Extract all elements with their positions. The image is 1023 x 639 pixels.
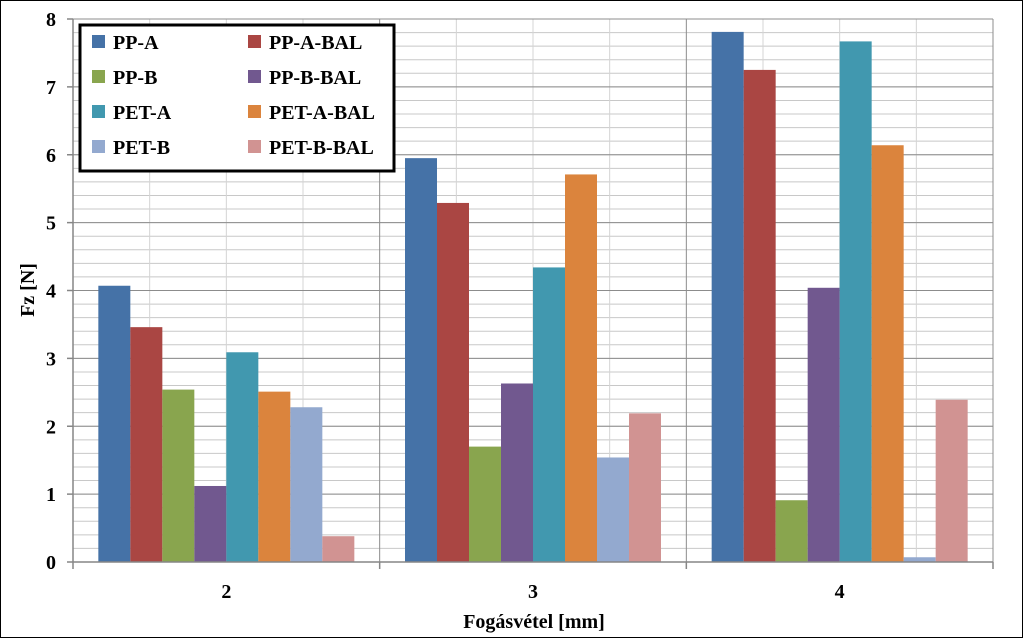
y-tick-label: 4 (46, 281, 56, 303)
legend: PP-A PP-A-BAL PP-B PP-B-BAL PET-A PET-A-BAL PE… (78, 23, 396, 173)
legend-label: PP-B-BAL (269, 67, 361, 89)
x-tick-label: 2 (221, 581, 231, 603)
bar-pp-b-bal-2 (194, 485, 227, 562)
bar-pp-b-2 (162, 389, 195, 562)
bar-pp-a-bal-3 (437, 202, 469, 562)
bar-pp-a-4 (711, 31, 744, 563)
legend-swatch (248, 105, 261, 118)
bar-pp-a-2 (98, 285, 131, 562)
bar-pet-a-bal-3 (565, 174, 597, 562)
bar-pet-a-bal-4 (871, 145, 904, 562)
bar-pet-b-3 (597, 457, 629, 562)
legend-box (78, 23, 396, 173)
bar-pet-a-bal-2 (258, 391, 291, 562)
y-tick-label: 7 (46, 77, 56, 99)
legend-label: PP-A-BAL (269, 32, 362, 54)
bar-pet-b-bal-2 (322, 536, 355, 562)
bar-pet-a-4 (839, 41, 872, 563)
bar-pp-b-4 (775, 500, 808, 562)
y-axis-title: Fz [N] (17, 263, 39, 317)
legend-swatch (92, 35, 105, 48)
y-tick-label: 5 (46, 213, 56, 235)
legend-label: PET-B-BAL (269, 137, 374, 159)
y-tick-label: 3 (46, 348, 56, 370)
legend-swatch (92, 140, 105, 153)
bar-pp-b-3 (469, 446, 501, 562)
bar-pet-b-bal-4 (935, 399, 968, 562)
legend-label: PET-A (113, 102, 172, 124)
bar-pet-a-3 (533, 267, 565, 562)
bar-pp-b-bal-4 (807, 287, 840, 562)
y-tick-label: 6 (46, 145, 56, 167)
y-tick-label: 0 (46, 552, 56, 574)
axes: 0 1 2 3 4 5 6 7 8 2 3 4 (46, 9, 994, 603)
legend-swatch (248, 140, 261, 153)
y-tick-label: 2 (46, 416, 56, 438)
legend-swatch (248, 35, 261, 48)
bar-pet-b-4 (903, 557, 936, 562)
bar-pet-a-2 (226, 352, 259, 562)
legend-label: PET-B (113, 137, 170, 159)
legend-label: PP-B (113, 67, 157, 89)
bar-pp-b-bal-3 (501, 383, 533, 562)
legend-label: PP-A (113, 32, 159, 54)
legend-label: PET-A-BAL (269, 102, 375, 124)
bars (98, 31, 968, 563)
bar-pp-a-3 (405, 158, 437, 563)
x-tick-label: 4 (835, 581, 845, 603)
legend-swatch (92, 70, 105, 83)
y-tick-label: 8 (46, 9, 56, 31)
bar-pp-a-bal-4 (743, 69, 776, 562)
legend-swatch (92, 105, 105, 118)
bar-pp-a-bal-2 (130, 327, 163, 562)
x-tick-label: 3 (528, 581, 538, 603)
bar-pet-b-2 (290, 407, 323, 562)
x-axis-title: Fogásvétel [mm] (463, 611, 605, 633)
legend-swatch (248, 70, 261, 83)
bar-pet-b-bal-3 (629, 413, 661, 562)
y-tick-label: 1 (46, 484, 56, 506)
